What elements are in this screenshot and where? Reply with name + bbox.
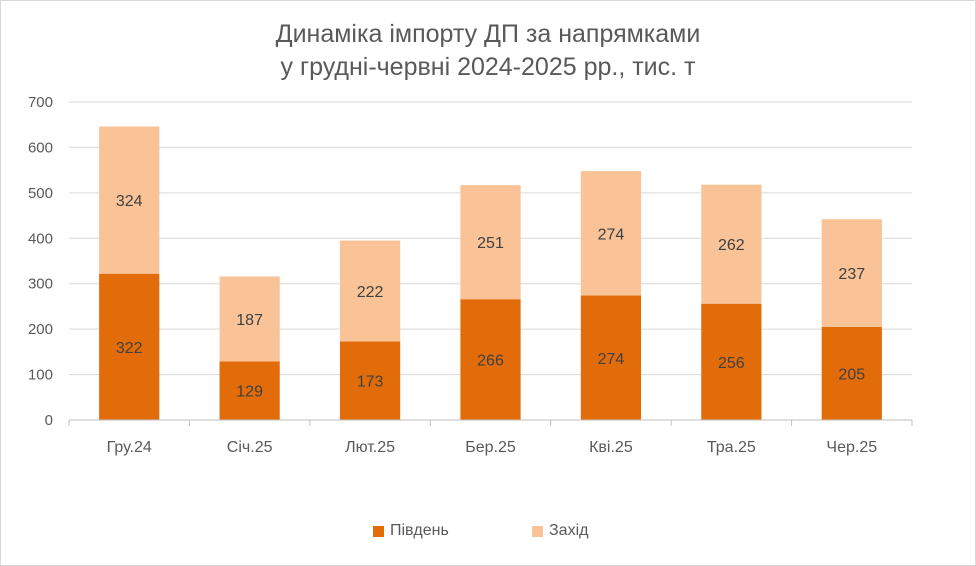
data-label: 222 — [357, 284, 384, 301]
x-tick-label: Чер.25 — [826, 439, 877, 456]
data-label: 274 — [598, 351, 625, 368]
y-tick-label: 200 — [28, 321, 53, 338]
data-label: 129 — [236, 384, 263, 401]
bar-west — [821, 219, 882, 327]
data-label: 237 — [838, 266, 865, 283]
data-label: 256 — [718, 355, 745, 372]
bar-west — [339, 240, 401, 342]
data-label: 262 — [718, 237, 745, 254]
legend-swatch-west — [532, 525, 543, 537]
bar-south — [99, 273, 160, 420]
chart-title: Динаміка імпорту ДП за напрямками у груд… — [0, 18, 976, 84]
data-label: 205 — [838, 366, 865, 383]
x-tick-label: Лют.25 — [345, 439, 395, 456]
bar-south — [460, 299, 521, 420]
data-label: 173 — [357, 374, 384, 391]
data-label: 251 — [477, 235, 504, 252]
bar-west — [701, 184, 762, 304]
bar-west — [99, 126, 160, 274]
bar-south — [339, 341, 401, 420]
legend-item-south: Південь — [373, 522, 449, 540]
y-tick-label: 300 — [28, 276, 53, 293]
y-tick-label: 100 — [28, 367, 53, 384]
y-tick-label: 400 — [28, 230, 53, 247]
bar-south — [821, 326, 882, 420]
bar-west — [460, 185, 521, 300]
x-tick-label: Кві.25 — [589, 439, 633, 456]
legend-item-west: Захід — [532, 522, 588, 540]
data-label: 322 — [116, 340, 143, 357]
y-tick-label: 600 — [28, 139, 53, 156]
data-label: 266 — [477, 353, 504, 370]
data-label: 274 — [598, 226, 625, 243]
bar-south — [219, 361, 280, 420]
chart-legend: Південь Захід — [0, 522, 976, 544]
y-tick-label: 0 — [45, 412, 53, 429]
y-tick-label: 700 — [28, 94, 53, 111]
legend-label-south: Південь — [390, 522, 449, 539]
x-tick-label: Бер.25 — [465, 439, 516, 456]
legend-swatch-south — [373, 525, 384, 537]
data-label: 324 — [116, 193, 143, 210]
bar-south — [580, 295, 642, 420]
x-tick-label: Січ.25 — [227, 439, 273, 456]
chart-title-line-1: Динаміка імпорту ДП за напрямками — [275, 20, 701, 48]
data-label: 187 — [236, 312, 263, 329]
y-tick-label: 500 — [28, 185, 53, 202]
x-tick-label: Тра.25 — [707, 439, 756, 456]
chart-title-line-2: у грудні-червні 2024-2025 рр., тис. т — [280, 53, 696, 81]
bar-west — [219, 276, 280, 362]
x-tick-label: Гру.24 — [107, 439, 152, 456]
bar-west — [580, 171, 642, 296]
bar-south — [701, 303, 762, 420]
legend-label-west: Захід — [549, 522, 589, 539]
